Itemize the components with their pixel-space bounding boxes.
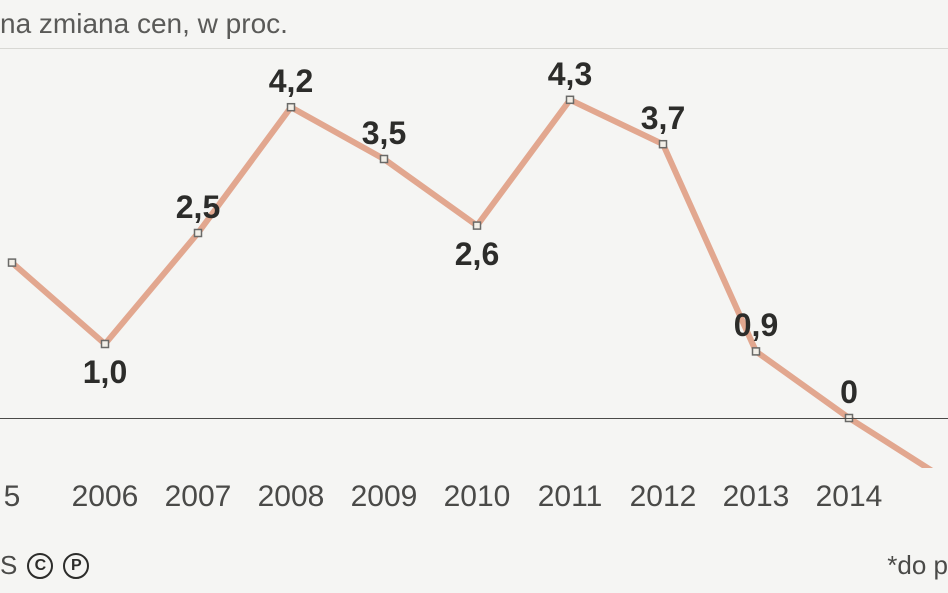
x-tick-label: 2009 xyxy=(351,480,418,514)
data-point-label: 3,5 xyxy=(362,115,406,152)
data-point-label: 2,5 xyxy=(176,189,220,226)
chart-footer: S C P *do p xyxy=(0,545,948,581)
data-point-label: 0 xyxy=(840,374,858,411)
x-tick-label: 2008 xyxy=(258,480,325,514)
copyright-c-icon: C xyxy=(27,553,53,579)
data-point-label: 4,2 xyxy=(269,63,313,100)
chart-area: 1,0 2,5 4,2 3,5 2,6 4,3 3,7 0,9 0 xyxy=(0,48,948,468)
footer-source: S C P xyxy=(0,550,89,581)
data-marker xyxy=(660,141,667,148)
footer-left-text: S xyxy=(0,550,17,581)
copyright-p-icon: P xyxy=(63,553,89,579)
x-axis-labels: 5 2006 2007 2008 2009 2010 2011 2012 2013 2014 xyxy=(0,480,948,520)
data-point-label: 3,7 xyxy=(641,100,685,137)
footer-note: *do p xyxy=(887,550,948,581)
x-tick-label: 5 xyxy=(4,480,21,514)
zero-axis-line xyxy=(0,418,948,419)
x-tick-label: 2006 xyxy=(72,480,139,514)
data-marker xyxy=(474,222,481,229)
data-marker xyxy=(9,259,16,266)
x-tick-label: 2013 xyxy=(723,480,790,514)
x-tick-label: 2014 xyxy=(816,480,883,514)
data-point-label: 0,9 xyxy=(734,307,778,344)
x-tick-label: 2007 xyxy=(165,480,232,514)
data-point-label: 2,6 xyxy=(455,236,499,273)
data-marker xyxy=(567,96,574,103)
data-marker xyxy=(381,156,388,163)
x-tick-label: 2011 xyxy=(538,480,603,514)
data-marker xyxy=(195,230,202,237)
data-marker xyxy=(753,348,760,355)
data-point-label: 1,0 xyxy=(83,354,127,391)
x-tick-label: 2012 xyxy=(630,480,697,514)
data-point-label: 4,3 xyxy=(548,56,592,93)
chart-subtitle: na zmiana cen, w proc. xyxy=(0,8,288,40)
data-marker xyxy=(102,341,109,348)
x-tick-label: 2010 xyxy=(444,480,511,514)
data-marker xyxy=(288,104,295,111)
